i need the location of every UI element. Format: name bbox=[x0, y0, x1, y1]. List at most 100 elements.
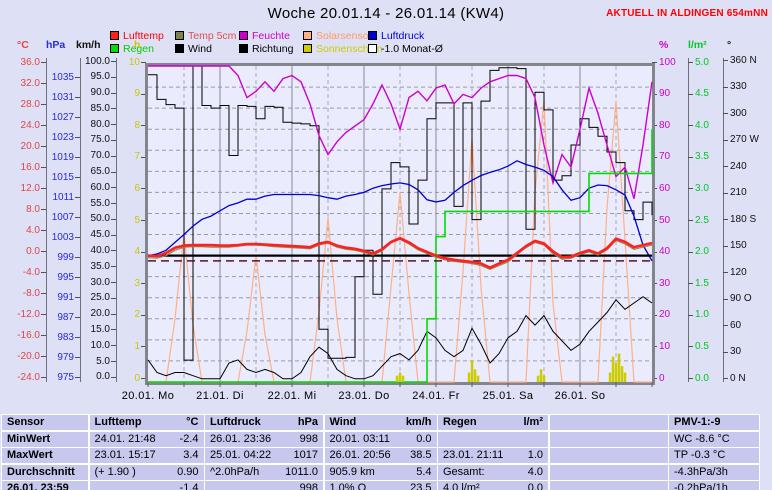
tick-label-pressure: 991 bbox=[57, 291, 74, 303]
stats-col-title: PMV-1:-9 bbox=[674, 416, 721, 428]
tick-label-rain: 2.0 bbox=[695, 246, 709, 258]
legend-label: Solarsensor bbox=[316, 30, 373, 42]
stats-cell-value: 5.4 bbox=[416, 465, 432, 478]
tick-label-temp: 12.0 bbox=[20, 182, 40, 194]
tick-label-percent: 10 bbox=[659, 340, 671, 352]
stats-row-label: MaxWert bbox=[1, 447, 89, 464]
stats-table: Sensor Lufttemp °C Luftdruck hPa Wind km/h Rege… bbox=[1, 414, 760, 490]
series-lufttemp bbox=[147, 236, 653, 269]
tick-mark bbox=[723, 325, 728, 326]
legend-swatch-icon bbox=[110, 31, 119, 40]
tick-mark bbox=[141, 62, 146, 63]
tick-mark bbox=[688, 62, 693, 63]
tick-label-rain: 3.5 bbox=[695, 151, 709, 163]
stats-cell-text: 905.9 km bbox=[329, 465, 375, 478]
tick-label-pressure: 1023 bbox=[51, 131, 74, 143]
tick-mark bbox=[41, 125, 46, 126]
stats-value-cell: -0.2hPa/1h bbox=[668, 480, 760, 490]
stats-cell-text: 23.01. 21:11 bbox=[443, 449, 504, 461]
sunshine-bar bbox=[542, 375, 546, 382]
tick-mark bbox=[141, 156, 146, 158]
tick-mark bbox=[141, 251, 146, 253]
tick-mark bbox=[723, 192, 728, 194]
tick-label-sunhours: 9 bbox=[134, 88, 140, 100]
tick-mark bbox=[688, 378, 693, 379]
series-regen bbox=[148, 129, 653, 383]
tick-label-pressure: 979 bbox=[57, 351, 74, 363]
tick-label-pressure: 1027 bbox=[51, 111, 74, 123]
tick-mark bbox=[41, 335, 46, 336]
tick-mark bbox=[723, 86, 728, 88]
stats-cell-value: 998 bbox=[299, 482, 318, 490]
stats-cell-text: 24.01. 21:48 bbox=[94, 432, 156, 445]
stats-cell-text: -0.2hPa/1h bbox=[674, 482, 728, 490]
unit-label-rain: l/m² bbox=[688, 39, 707, 51]
stats-value-cell: 998 bbox=[204, 480, 324, 490]
tick-label-direction: 60 bbox=[730, 319, 742, 331]
tick-mark bbox=[41, 188, 46, 189]
tick-label-pressure: 1035 bbox=[51, 71, 74, 83]
tick-mark bbox=[723, 219, 728, 220]
stats-cell-text: TP -0.3 °C bbox=[674, 449, 726, 461]
sunshine-bar bbox=[398, 372, 402, 382]
legend-label: Sonnenschein bbox=[316, 42, 383, 55]
tick-label-temp: -24.0 bbox=[17, 371, 40, 383]
tick-mark bbox=[688, 346, 693, 348]
tick-mark bbox=[41, 230, 46, 231]
stats-cell-text: ^2.0hPa/h bbox=[210, 465, 260, 478]
tick-mark bbox=[41, 272, 46, 273]
axis-line-direction bbox=[723, 58, 724, 382]
legend-swatch-icon bbox=[110, 43, 119, 53]
tick-label-rain: 5.0 bbox=[695, 56, 709, 68]
tick-mark bbox=[111, 250, 116, 252]
tick-label-percent: 100 bbox=[659, 56, 676, 68]
tick-mark bbox=[75, 297, 80, 298]
tick-label-pressure: 1019 bbox=[51, 151, 74, 163]
tick-mark bbox=[75, 357, 80, 358]
sunshine-bar bbox=[539, 369, 543, 382]
tick-mark bbox=[111, 361, 116, 362]
stats-value-cell: -4.3hPa/3h bbox=[668, 463, 760, 481]
stats-value-cell: 26.01. 20:56 38.5 bbox=[323, 447, 438, 464]
tick-label-rain: 4.5 bbox=[695, 88, 709, 100]
tick-label-percent: 60 bbox=[659, 182, 671, 194]
day-label: 21.01. Di bbox=[196, 390, 244, 402]
tick-mark bbox=[41, 104, 46, 105]
tick-mark bbox=[75, 197, 80, 198]
tick-mark bbox=[111, 171, 116, 173]
tick-label-temp: -8.0 bbox=[22, 287, 40, 299]
tick-mark bbox=[688, 283, 693, 285]
tick-mark bbox=[141, 220, 146, 221]
tick-mark bbox=[111, 92, 116, 94]
tick-mark bbox=[75, 337, 80, 338]
legend-swatch-icon bbox=[175, 43, 184, 53]
legend-swatch-icon bbox=[175, 31, 184, 40]
tick-label-temp: 32.0 bbox=[20, 77, 40, 89]
day-label: 24.01. Fr bbox=[412, 390, 460, 402]
tick-label-rain: 1.5 bbox=[695, 277, 709, 289]
tick-mark bbox=[111, 139, 116, 141]
day-label: 26.01. So bbox=[554, 390, 606, 402]
tick-mark bbox=[723, 113, 728, 114]
stats-value-cell bbox=[437, 430, 549, 448]
tick-mark bbox=[41, 293, 46, 294]
tick-mark bbox=[111, 282, 116, 284]
tick-label-temp: -16.0 bbox=[17, 329, 40, 341]
tick-mark bbox=[75, 157, 80, 158]
tick-label-windspeed: 95.0 bbox=[90, 71, 110, 83]
stats-row-label: MinWert bbox=[1, 430, 89, 448]
tick-label-direction: 180 S bbox=[730, 213, 757, 225]
legend-label: -1.0 Monat-Ø bbox=[381, 42, 443, 55]
tick-label-windspeed: 80.0 bbox=[90, 118, 110, 130]
tick-label-windspeed: 45.0 bbox=[90, 229, 110, 241]
tick-label-sunhours: 6 bbox=[134, 182, 140, 194]
tick-mark bbox=[723, 298, 728, 300]
tick-label-direction: 300 bbox=[730, 107, 747, 119]
stats-value-cell: Gesamt: 4.0 bbox=[437, 463, 549, 481]
tick-label-sunhours: 7 bbox=[134, 151, 140, 163]
stats-value-cell: TP -0.3 °C bbox=[668, 447, 760, 464]
tick-mark bbox=[111, 266, 116, 268]
tick-label-sunhours: 4 bbox=[134, 246, 140, 258]
axis-line-windspeed bbox=[116, 58, 117, 382]
stats-cell-value: 38.5 bbox=[410, 449, 432, 461]
